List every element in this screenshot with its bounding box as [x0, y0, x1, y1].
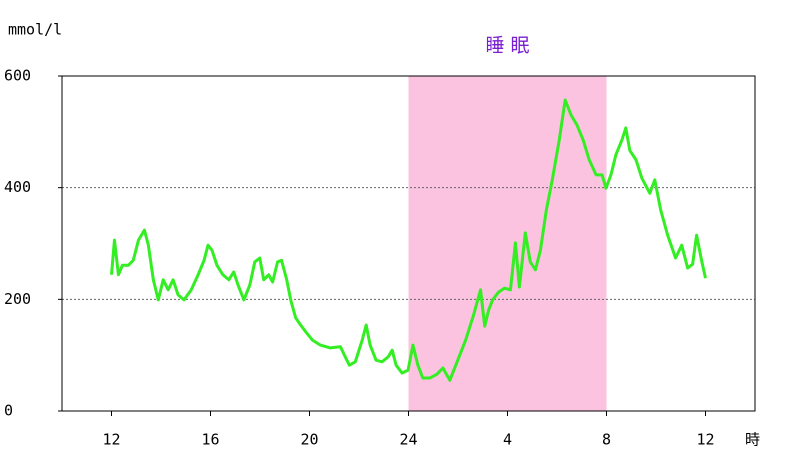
- y-tick-label: 200: [4, 290, 31, 308]
- x-tick-label: 12: [696, 431, 714, 449]
- x-tick-label: 8: [602, 431, 611, 449]
- y-axis-label: mmol/l: [8, 21, 62, 39]
- x-tick-label: 16: [201, 431, 219, 449]
- sleep-label: 睡 眠: [485, 35, 529, 57]
- x-tick-label: 12: [102, 431, 120, 449]
- x-tick-label: 24: [399, 431, 417, 449]
- x-tick-label: 20: [300, 431, 318, 449]
- sleep-band: [408, 76, 607, 411]
- y-tick-label: 400: [4, 178, 31, 196]
- y-tick-label: 0: [4, 402, 13, 420]
- y-tick-label: 600: [4, 67, 31, 85]
- x-tick-label: 4: [503, 431, 512, 449]
- x-axis-label: 時: [745, 431, 760, 449]
- data-line: [110, 98, 707, 382]
